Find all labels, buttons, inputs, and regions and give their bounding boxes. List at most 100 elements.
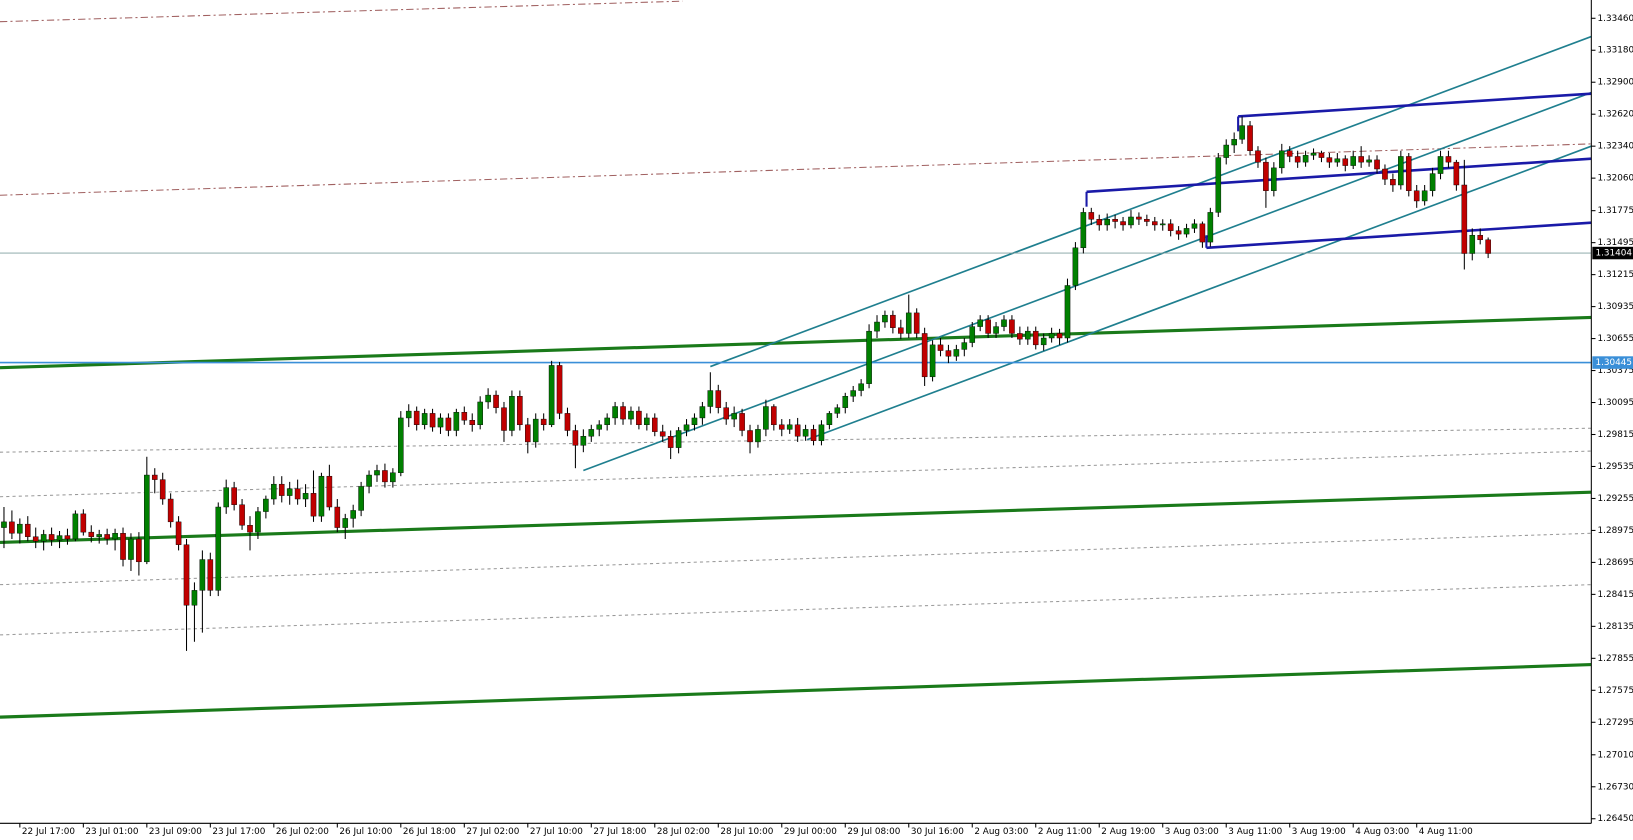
candle-body <box>517 396 523 426</box>
candle-body <box>167 498 174 523</box>
candle-body <box>707 390 714 407</box>
candle-body <box>1223 144 1230 158</box>
candle-body <box>24 523 31 537</box>
y-tick-label: 1.27575 <box>1598 686 1633 696</box>
candle-body <box>826 413 833 426</box>
candle-body <box>1278 150 1285 169</box>
candle-body <box>144 474 150 563</box>
candle-body <box>1104 219 1110 226</box>
candle-body <box>199 559 206 591</box>
price-label-box <box>1592 246 1633 260</box>
candle-body <box>953 349 960 357</box>
candle-body <box>1215 157 1222 213</box>
candle-body <box>1080 212 1087 249</box>
candle-body <box>509 396 515 431</box>
y-tick-label: 1.27855 <box>1598 654 1633 664</box>
candle-body <box>1342 158 1349 166</box>
trend-line <box>1086 157 1592 194</box>
candle-body <box>32 536 39 542</box>
candle-body <box>532 418 539 443</box>
candle-body <box>120 533 126 560</box>
x-tick-label: 29 Jul 08:00 <box>847 827 900 837</box>
y-tick-label: 1.32900 <box>1598 78 1633 88</box>
candle-body <box>263 498 269 512</box>
price-label: 1.31404 <box>1595 249 1632 259</box>
candle-body <box>1334 158 1341 163</box>
candle-body <box>850 390 856 397</box>
candle-body <box>64 535 71 540</box>
candle-body <box>1255 150 1261 163</box>
candle-body <box>683 424 690 431</box>
candle-body <box>1350 156 1357 166</box>
y-tick-label: 1.30935 <box>1598 302 1633 312</box>
candle-body <box>961 342 968 350</box>
candle-body <box>580 436 587 446</box>
candle-body <box>1207 212 1214 243</box>
candle-body <box>977 319 983 327</box>
x-tick-label: 28 Jul 02:00 <box>657 827 710 837</box>
candle-body <box>1032 330 1039 346</box>
candle-body <box>1191 223 1198 229</box>
candle-body <box>183 544 190 606</box>
candle-body <box>1358 156 1364 163</box>
candle-body <box>461 412 468 421</box>
candle-body <box>1064 285 1071 339</box>
y-tick-label: 1.29255 <box>1598 494 1633 504</box>
candle-body <box>1001 319 1007 327</box>
candle-body <box>636 410 642 426</box>
candle-body <box>929 344 936 378</box>
candle-body <box>771 406 777 426</box>
candle-body <box>239 504 245 526</box>
candle-body <box>1120 221 1126 226</box>
candle-body <box>453 412 460 431</box>
candle-body <box>786 424 793 430</box>
y-tick-label: 1.28135 <box>1598 622 1633 632</box>
x-tick-label: 23 Jul 09:00 <box>149 827 202 837</box>
candle-body <box>651 417 658 432</box>
candle-body <box>1271 167 1277 191</box>
candle-body <box>1437 156 1444 174</box>
candle-body <box>612 406 618 419</box>
candle-body <box>382 470 388 483</box>
candle-body <box>874 321 880 332</box>
candle-body <box>294 488 301 500</box>
candle-body <box>1088 212 1095 220</box>
trend-line <box>0 450 1592 498</box>
candle-body <box>1009 319 1015 334</box>
candle-body <box>1461 184 1468 254</box>
candle-body <box>985 319 991 334</box>
candle-body <box>1477 235 1483 241</box>
candle-body <box>556 365 563 414</box>
y-tick-label: 1.28415 <box>1598 590 1633 600</box>
x-tick-label: 27 Jul 18:00 <box>593 827 646 837</box>
y-tick-label: 1.32060 <box>1598 174 1633 184</box>
candle-body <box>493 394 499 408</box>
candle-body <box>1072 247 1079 286</box>
candle-body <box>1144 219 1150 222</box>
trend-line <box>0 663 1592 719</box>
candle-body <box>358 486 364 511</box>
candle-body <box>564 413 571 431</box>
candle-body <box>318 475 325 517</box>
candle-body <box>1453 161 1460 186</box>
candle-body <box>810 429 817 441</box>
candle-body <box>620 406 626 420</box>
candle-body <box>1445 156 1452 163</box>
candle-body <box>334 506 341 528</box>
trend-line <box>0 490 1592 544</box>
candle-body <box>1302 155 1309 163</box>
x-tick-label: 2 Aug 03:00 <box>974 827 1028 837</box>
candle-body <box>40 534 47 542</box>
y-tick-label: 1.30375 <box>1598 366 1633 376</box>
candle-body <box>255 511 261 533</box>
candle-body <box>1136 216 1142 220</box>
candle-body <box>271 483 277 500</box>
candle-body <box>1310 152 1317 156</box>
trend-line <box>0 532 1592 586</box>
candle-body <box>898 327 904 334</box>
candle-body <box>794 424 801 437</box>
candle-body <box>540 418 547 426</box>
candle-body <box>342 518 349 528</box>
x-tick-label: 3 Aug 19:00 <box>1292 827 1346 837</box>
